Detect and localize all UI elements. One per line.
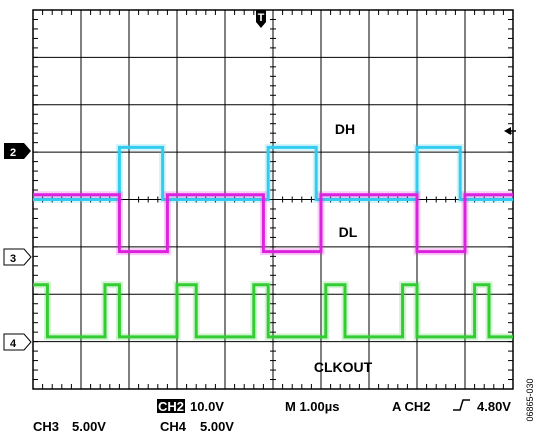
status-bar: CH2 10.0V M 1.00µs A CH2 4.80V CH3 5.00V… [33, 399, 511, 434]
ch4-marker-label: 4 [10, 338, 17, 350]
trigger-marker: T [256, 10, 266, 28]
ch2-scale: 10.0V [190, 399, 224, 414]
trigger-level-arrow [504, 127, 511, 135]
figure-id: 06865-030 [525, 378, 535, 421]
ch3-label: CH3 [33, 419, 59, 434]
trace-clkout [33, 283, 513, 339]
ch3-marker-label: 3 [10, 253, 16, 265]
ch4-label: CH4 [160, 419, 187, 434]
trace-dl [33, 193, 513, 254]
trigger-source: A CH2 [392, 399, 431, 414]
trigger-level: 4.80V [477, 399, 511, 414]
rising-edge-icon [453, 399, 470, 411]
ch4-scale: 5.00V [200, 419, 234, 434]
scope-overlay: DH DL CLKOUT T 2 3 4 [3, 10, 516, 375]
timebase: M 1.00µs [285, 399, 339, 414]
ch3-scale: 5.00V [72, 419, 106, 434]
trigger-marker-label: T [258, 12, 265, 24]
ch4-ground-marker: 4 [3, 333, 32, 351]
ch2-ground-marker: 2 [4, 143, 31, 159]
label-dh: DH [335, 121, 355, 137]
trace-dh [33, 145, 513, 201]
scope-traces [33, 143, 513, 341]
label-clkout: CLKOUT [314, 359, 373, 375]
ch3-ground-marker: 3 [3, 248, 32, 266]
ch2-marker-label: 2 [10, 147, 16, 159]
ch2-tag: CH2 [158, 399, 184, 414]
label-dl: DL [339, 224, 358, 240]
